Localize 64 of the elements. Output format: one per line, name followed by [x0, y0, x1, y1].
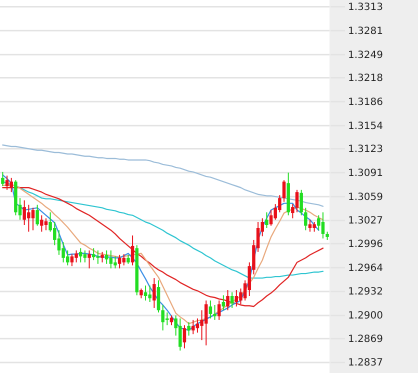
candlestick: [295, 189, 299, 213]
y-tick-label: 1.3154: [348, 120, 383, 132]
y-tick-label: 1.3123: [348, 144, 383, 155]
candlestick: [109, 250, 113, 269]
candlestick: [321, 212, 325, 239]
candlestick: [304, 207, 308, 231]
candlestick: [140, 288, 143, 299]
candlestick: [187, 322, 190, 336]
candlestick: [170, 314, 174, 326]
y-tick-label: 1.3059: [348, 192, 383, 203]
candlestick: [317, 214, 320, 231]
candlestick: [196, 318, 200, 334]
candlestick: [78, 248, 82, 263]
y-tick-label: 1.3091: [348, 168, 383, 179]
candlestick: [234, 290, 238, 307]
candlestick: [100, 251, 104, 263]
candlestick: [1, 171, 4, 187]
y-tick-label: 1.2996: [348, 238, 383, 250]
candlestick: [96, 250, 100, 264]
candlestick: [118, 254, 122, 269]
candlestick: [156, 280, 160, 313]
y-tick-label: 1.3218: [348, 72, 383, 84]
candlestick: [130, 234, 134, 266]
candlestick: [308, 219, 312, 232]
candlestick: [182, 324, 186, 349]
candlestick: [36, 204, 39, 226]
candlestick: [114, 256, 117, 269]
y-tick-label: 1.2900: [348, 310, 383, 322]
y-tick-label: 1.2837: [348, 358, 383, 369]
candlestick: [217, 300, 221, 320]
y-tick-label: 1.3281: [348, 26, 383, 37]
candlestick: [312, 222, 316, 232]
y-tick-label: 1.2964: [348, 262, 383, 274]
y-tick-label: 1.3249: [348, 50, 383, 61]
candlestick: [213, 304, 216, 320]
candlestick: [222, 294, 226, 311]
candlestick: [104, 250, 108, 264]
candlestick: [282, 180, 286, 202]
candlestick: [88, 250, 91, 269]
candlestick: [204, 300, 208, 346]
candlestick: [74, 250, 78, 263]
y-tick-label: 1.3027: [348, 216, 383, 227]
candlestick: [5, 175, 9, 190]
candlestick: [31, 207, 35, 231]
candlestick: [300, 189, 303, 216]
candlestick: [70, 254, 74, 267]
candlestick: [92, 248, 96, 261]
candlestick: [208, 300, 212, 319]
candlestick: [62, 242, 65, 263]
candlestick: [83, 250, 87, 263]
candlestick: [230, 292, 234, 308]
candlestick: [10, 177, 13, 193]
candlestick: [152, 278, 156, 308]
candlestick: [57, 230, 61, 256]
y-tick-label: 1.2932: [348, 286, 383, 298]
candlestick: [148, 285, 152, 302]
y-tick-label: 1.3313: [348, 2, 383, 13]
candlestick: [192, 319, 195, 335]
candlestick: [265, 212, 268, 228]
y-tick-label: 1.2869: [348, 334, 383, 345]
candlestick: [122, 254, 126, 266]
candlestick: [40, 214, 44, 232]
y-tick-label: 1.3186: [348, 96, 383, 108]
candlestick: [226, 290, 230, 311]
